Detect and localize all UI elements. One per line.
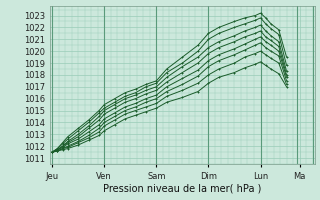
X-axis label: Pression niveau de la mer( hPa ): Pression niveau de la mer( hPa ) [103,183,261,193]
